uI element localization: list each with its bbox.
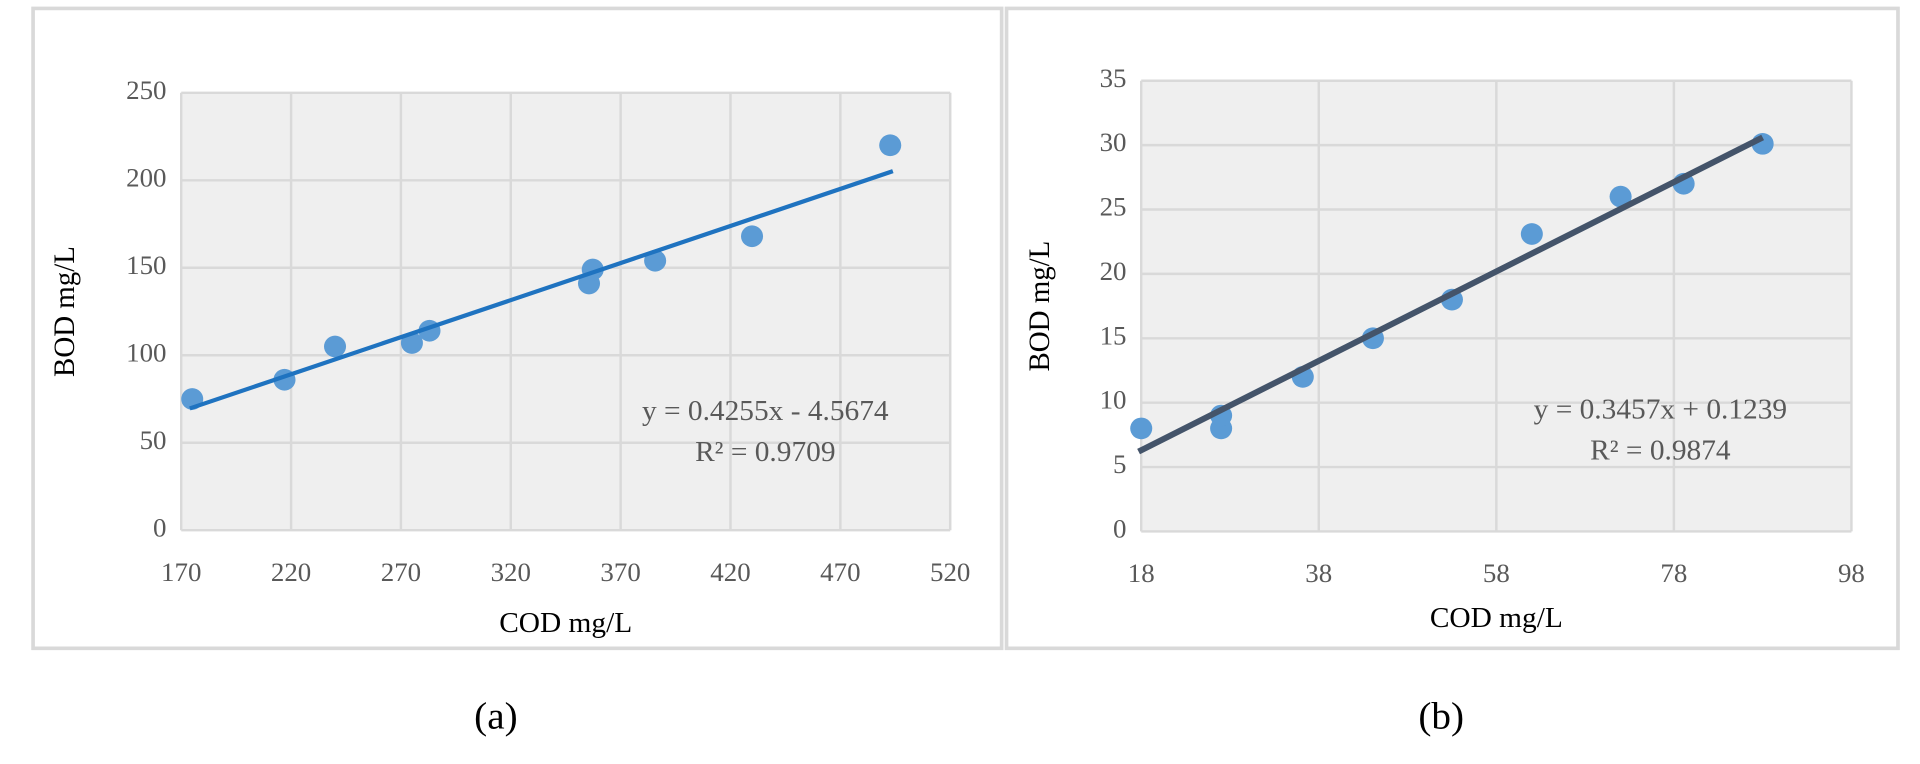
data-point xyxy=(400,332,423,354)
y-tick-label: 10 xyxy=(1100,385,1127,415)
y-tick-label: 0 xyxy=(1113,514,1126,544)
data-point xyxy=(1609,185,1632,208)
y-tick-label: 100 xyxy=(126,338,166,368)
data-point xyxy=(324,335,347,358)
equation-label: R² = 0.9874 xyxy=(1590,435,1731,467)
caption: (b) xyxy=(1418,695,1464,738)
data-point xyxy=(1520,223,1543,245)
x-axis-title: COD mg/L xyxy=(1430,602,1563,634)
caption: (a) xyxy=(474,695,517,738)
x-tick-label: 170 xyxy=(161,557,201,587)
equation-label: y = 0.4255x - 4.5674 xyxy=(642,395,889,427)
y-tick-label: 200 xyxy=(126,163,166,193)
y-tick-label: 25 xyxy=(1100,192,1127,222)
x-tick-label: 98 xyxy=(1838,558,1865,588)
x-tick-label: 18 xyxy=(1128,558,1155,588)
y-tick-label: 20 xyxy=(1100,256,1127,286)
x-tick-label: 420 xyxy=(710,557,750,587)
x-tick-label: 38 xyxy=(1305,558,1332,588)
y-tick-label: 50 xyxy=(140,425,167,455)
y-tick-label: 15 xyxy=(1100,321,1127,351)
y-tick-label: 250 xyxy=(126,75,166,105)
y-axis-title: BOD mg/L xyxy=(1024,241,1056,372)
x-tick-label: 220 xyxy=(271,557,311,587)
x-tick-label: 270 xyxy=(381,557,421,587)
y-tick-label: 0 xyxy=(153,512,166,542)
data-point xyxy=(879,134,902,157)
y-tick-label: 30 xyxy=(1100,127,1127,157)
data-point xyxy=(741,225,764,248)
equation-label: y = 0.3457x + 0.1239 xyxy=(1534,394,1787,426)
x-tick-label: 370 xyxy=(600,557,640,587)
x-axis-title: COD mg/L xyxy=(499,607,632,639)
data-point xyxy=(1130,417,1153,440)
x-tick-label: 520 xyxy=(930,557,970,587)
y-axis-title: BOD mg/L xyxy=(49,246,81,377)
x-tick-label: 470 xyxy=(820,557,860,587)
y-tick-label: 150 xyxy=(126,250,166,280)
x-tick-label: 58 xyxy=(1483,558,1510,588)
y-tick-label: 35 xyxy=(1100,63,1127,93)
trendline xyxy=(189,169,894,411)
x-tick-label: 320 xyxy=(491,557,531,587)
y-tick-label: 5 xyxy=(1113,449,1126,479)
x-tick-label: 78 xyxy=(1660,558,1687,588)
equation-label: R² = 0.9709 xyxy=(695,436,835,468)
plot-area xyxy=(181,92,951,531)
trendline xyxy=(1137,134,1765,455)
